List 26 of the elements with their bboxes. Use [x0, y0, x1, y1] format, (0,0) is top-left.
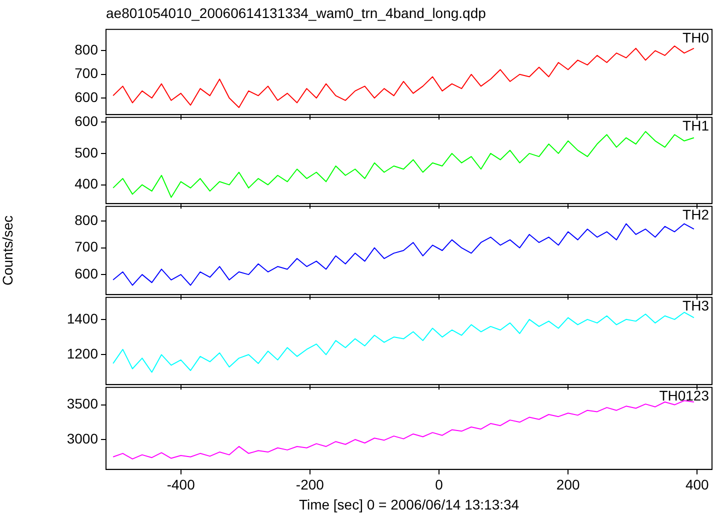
- y-tick-label: 600: [74, 112, 98, 129]
- series-label: TH3: [682, 297, 710, 314]
- y-tick-label: 3000: [66, 430, 98, 446]
- series-label: TH2: [682, 206, 710, 222]
- y-tick-label: 800: [74, 42, 98, 58]
- y-tick-label: 1200: [66, 346, 98, 362]
- y-tick-label: 3500: [66, 396, 98, 412]
- y-tick-label: 800: [74, 212, 98, 228]
- chart-title: ae801054010_20060614131334_wam0_trn_4band_long.qdp: [106, 5, 486, 21]
- series-label: TH0123: [659, 387, 710, 404]
- x-axis-title: Time [sec] 0 = 2006/06/14 13:13:34: [298, 496, 520, 512]
- series-label: TH0: [682, 29, 710, 46]
- x-tick-label: -200: [296, 476, 324, 493]
- series-label: TH1: [682, 117, 710, 134]
- y-tick-label: 1400: [66, 310, 98, 326]
- x-tick-label: 200: [556, 476, 580, 493]
- y-tick-label: 600: [74, 265, 98, 282]
- y-tick-label: 400: [74, 176, 98, 192]
- y-tick-label: 600: [74, 88, 98, 105]
- x-tick-label: -400: [166, 476, 196, 493]
- x-tick-label: 400: [685, 476, 710, 493]
- y-tick-label: 700: [74, 65, 98, 82]
- y-tick-label: 500: [74, 144, 98, 160]
- y-axis-title: Counts/sec: [0, 215, 16, 286]
- x-tick-label: 0: [435, 476, 444, 493]
- y-tick-label: 700: [74, 238, 98, 255]
